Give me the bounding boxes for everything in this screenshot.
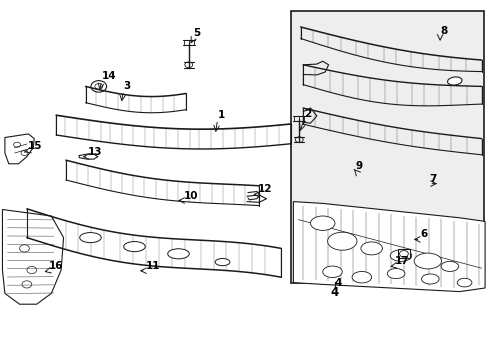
Text: 15: 15 xyxy=(27,141,42,151)
Bar xyxy=(290,11,483,283)
Text: 4: 4 xyxy=(330,286,338,299)
Ellipse shape xyxy=(322,266,342,278)
Ellipse shape xyxy=(440,261,458,271)
Text: 5: 5 xyxy=(193,28,201,38)
Ellipse shape xyxy=(413,253,441,269)
Text: 17: 17 xyxy=(394,256,409,266)
Ellipse shape xyxy=(167,249,189,259)
Ellipse shape xyxy=(447,77,461,85)
Ellipse shape xyxy=(327,232,356,250)
Text: 2: 2 xyxy=(304,109,311,119)
Text: 6: 6 xyxy=(420,229,427,239)
Text: 10: 10 xyxy=(183,190,198,201)
Text: 8: 8 xyxy=(439,26,447,36)
Text: 7: 7 xyxy=(428,174,436,184)
Ellipse shape xyxy=(360,242,382,255)
Ellipse shape xyxy=(421,274,438,284)
Polygon shape xyxy=(5,134,34,164)
Text: 9: 9 xyxy=(355,161,363,171)
Text: 12: 12 xyxy=(258,184,272,194)
Polygon shape xyxy=(293,202,484,292)
Text: 3: 3 xyxy=(123,81,130,91)
Text: 4: 4 xyxy=(334,278,342,288)
Ellipse shape xyxy=(80,233,101,243)
Text: 16: 16 xyxy=(49,261,63,271)
Ellipse shape xyxy=(389,250,411,261)
Ellipse shape xyxy=(351,271,371,283)
Text: 14: 14 xyxy=(102,71,116,81)
Ellipse shape xyxy=(386,269,404,279)
Bar xyxy=(397,249,409,258)
Ellipse shape xyxy=(215,258,229,266)
Ellipse shape xyxy=(310,216,334,230)
Text: 11: 11 xyxy=(145,261,160,271)
Text: 13: 13 xyxy=(88,147,102,157)
Polygon shape xyxy=(2,210,63,304)
Ellipse shape xyxy=(123,242,145,252)
Ellipse shape xyxy=(456,278,471,287)
Text: 1: 1 xyxy=(217,109,224,120)
